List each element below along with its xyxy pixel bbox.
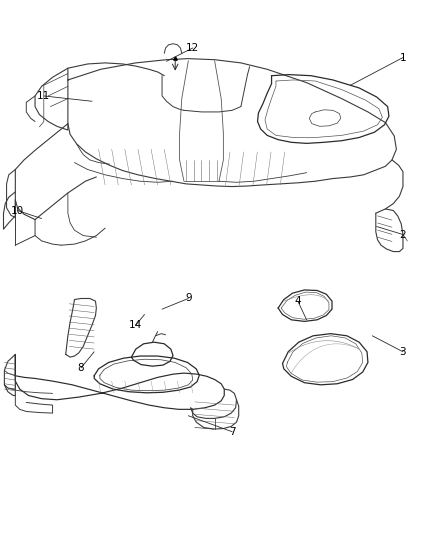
- Text: 2: 2: [399, 230, 406, 239]
- Text: 12: 12: [186, 43, 199, 53]
- Text: 14: 14: [129, 320, 142, 330]
- Text: 11: 11: [37, 91, 50, 101]
- Text: 7: 7: [229, 427, 236, 437]
- Text: 8: 8: [78, 363, 85, 373]
- Text: 1: 1: [399, 53, 406, 62]
- Text: 4: 4: [294, 296, 301, 306]
- Text: 3: 3: [399, 347, 406, 357]
- Text: 9: 9: [185, 294, 192, 303]
- Text: 10: 10: [11, 206, 24, 215]
